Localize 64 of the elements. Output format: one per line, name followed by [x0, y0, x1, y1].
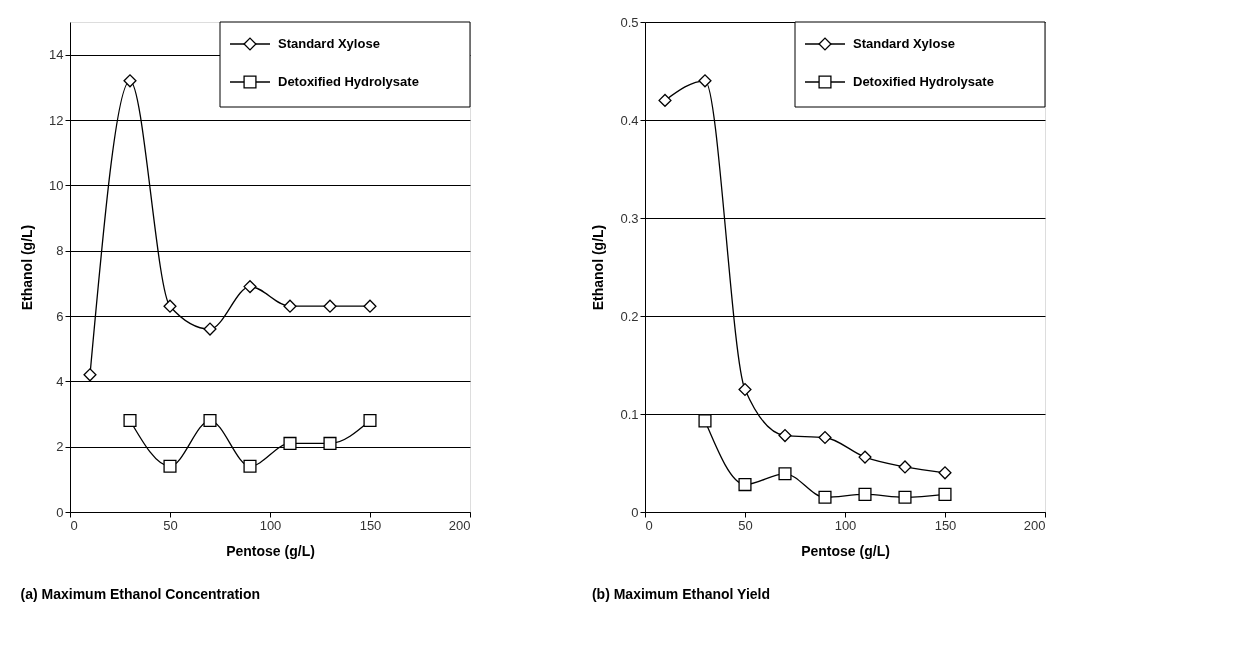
point	[938, 487, 952, 501]
point	[163, 459, 177, 473]
point	[123, 413, 137, 428]
x-axis-title: Pentose (g/L)	[226, 542, 315, 559]
text: (b) Maximum Ethanol Yield	[591, 586, 771, 602]
point	[283, 436, 297, 450]
x-tick-label: 100	[834, 517, 857, 533]
point	[363, 299, 377, 313]
point	[858, 487, 872, 501]
y-tick-label: 2	[56, 439, 64, 455]
y-axis-title: Ethanol (g/L)	[19, 224, 36, 311]
x-tick-label: 200	[448, 517, 471, 533]
y-tick-label: 6	[56, 308, 64, 324]
x-tick-label: 150	[359, 517, 382, 533]
y-tick-label: 0	[56, 504, 64, 520]
point	[363, 413, 377, 428]
y-tick-label: 8	[56, 243, 64, 259]
point	[203, 322, 217, 336]
y-tick-label: 0.2	[620, 308, 639, 324]
point	[243, 280, 257, 294]
y-tick-label: 12	[49, 112, 64, 128]
point	[323, 436, 337, 450]
point	[738, 477, 752, 492]
x-tick-label: 150	[934, 517, 957, 533]
text: (a) Maximum Ethanol Concentration	[20, 586, 261, 602]
y-tick-label: 0.1	[620, 406, 639, 422]
point	[898, 490, 912, 504]
legend-label: Detoxified Hydrolysate	[278, 74, 419, 89]
y-tick-label: 10	[49, 177, 64, 193]
point	[203, 413, 217, 428]
x-tick-label: 0	[645, 517, 653, 533]
y-tick-label: 0.5	[620, 14, 639, 30]
x-tick-label: 50	[738, 517, 753, 533]
x-tick-label: 0	[70, 517, 78, 533]
x-tick-label: 50	[163, 517, 178, 533]
y-axis-title: Ethanol (g/L)	[590, 224, 607, 311]
point	[858, 450, 872, 464]
point	[658, 93, 672, 107]
point	[698, 74, 712, 88]
point	[818, 490, 832, 504]
point	[283, 299, 297, 313]
y-tick-label: 4	[56, 373, 64, 389]
point	[83, 368, 97, 382]
point	[323, 299, 337, 313]
y-tick-label: 0	[631, 504, 639, 520]
x-axis-title: Pentose (g/L)	[801, 542, 890, 559]
point	[698, 414, 712, 428]
point	[938, 466, 952, 480]
point	[778, 428, 792, 443]
point	[163, 299, 177, 313]
x-tick-label: 100	[259, 517, 282, 533]
legend-label: Detoxified Hydrolysate	[853, 74, 994, 89]
legend-label: Standard Xylose	[278, 36, 380, 51]
y-tick-label: 0.3	[620, 210, 639, 226]
point	[818, 430, 832, 445]
point	[778, 467, 792, 481]
point	[123, 74, 137, 88]
x-tick-label: 200	[1023, 517, 1046, 533]
point	[898, 460, 912, 474]
y-tick-label: 14	[49, 47, 64, 63]
point	[738, 382, 752, 397]
point	[243, 459, 257, 473]
legend-label: Standard Xylose	[853, 36, 955, 51]
y-tick-label: 0.4	[620, 112, 639, 128]
